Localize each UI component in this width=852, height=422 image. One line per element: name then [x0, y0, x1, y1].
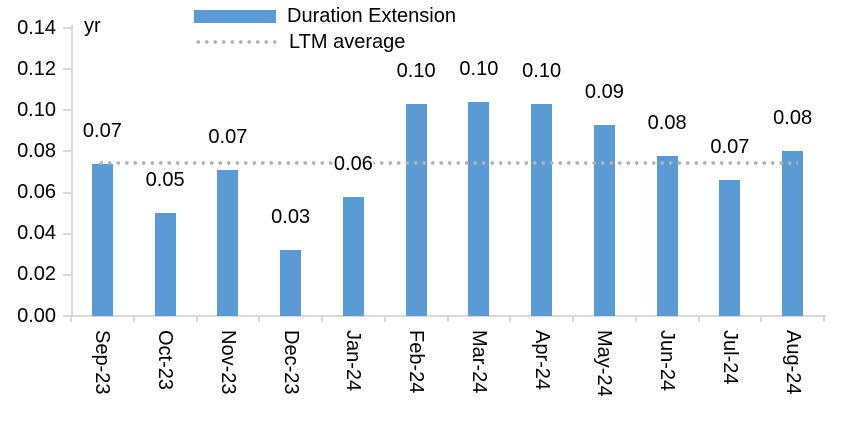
- y-axis-line: [71, 25, 73, 316]
- x-axis-category-label: Jun-24: [656, 330, 679, 392]
- y-axis-tick: [63, 315, 71, 317]
- x-axis-tick: [823, 316, 825, 322]
- y-axis-tick: [63, 191, 71, 194]
- bar-value-label: 0.10: [458, 58, 500, 82]
- bar: [656, 155, 678, 316]
- x-axis-category-label: Nov-23: [216, 330, 239, 395]
- y-axis-tick-label: 0.02: [17, 263, 56, 286]
- bar-value-label: 0.10: [521, 60, 563, 84]
- y-axis-tick: [63, 232, 71, 235]
- y-axis-tick: [63, 273, 71, 276]
- bar: [217, 169, 239, 316]
- legend-label-duration-extension: Duration Extension: [287, 4, 456, 27]
- x-axis-category-label: Jan-24: [342, 330, 365, 392]
- y-axis-unit-label: yr: [84, 15, 101, 37]
- x-axis-tick: [509, 316, 512, 322]
- bar: [154, 213, 176, 316]
- bar: [342, 196, 364, 316]
- y-axis-tick-label: 0.06: [17, 181, 56, 204]
- bar-value-label: 0.08: [646, 111, 688, 135]
- bar-value-label: 0.06: [332, 152, 374, 176]
- bar: [280, 250, 302, 316]
- bar-value-label: 0.10: [395, 60, 437, 84]
- bar: [91, 163, 113, 316]
- bar: [531, 104, 553, 316]
- legend-item-duration-extension: Duration Extension: [194, 3, 456, 29]
- x-axis-category-label: May-24: [593, 330, 616, 397]
- x-axis-tick: [383, 316, 386, 322]
- x-axis-category-label: Apr-24: [530, 330, 553, 391]
- x-axis-tick: [697, 316, 700, 322]
- legend-label-ltm-average: LTM average: [289, 30, 406, 53]
- y-axis-tick-label: 0.10: [17, 98, 56, 121]
- y-axis-tick-label: 0.14: [17, 16, 56, 39]
- y-axis-tick-label: 0.12: [17, 57, 56, 80]
- x-axis-category-label: Feb-24: [405, 330, 428, 394]
- y-axis-tick: [63, 150, 71, 153]
- bar-value-label: 0.05: [144, 169, 186, 193]
- bar: [468, 102, 490, 316]
- x-axis-tick: [70, 316, 72, 322]
- y-axis-tick-label: 0.08: [17, 139, 56, 162]
- ltm-average-line: [97, 160, 798, 165]
- bar-value-label: 0.07: [207, 125, 249, 149]
- x-axis-category-label: Sep-23: [91, 330, 114, 395]
- legend-dotted-line-swatch: [194, 40, 278, 44]
- x-axis-category-label: Oct-23: [154, 330, 177, 391]
- x-axis-line: [63, 315, 826, 317]
- bar: [719, 180, 741, 316]
- x-axis-category-label: Dec-23: [279, 330, 302, 395]
- x-axis-tick: [195, 316, 198, 322]
- y-axis-tick: [63, 109, 71, 112]
- bar-value-label: 0.07: [81, 119, 123, 143]
- x-axis-tick: [321, 316, 323, 322]
- chart-legend: Duration Extension LTM average: [194, 3, 456, 55]
- bar-value-label: 0.08: [772, 107, 814, 131]
- x-axis-category-label: Jul-24: [718, 330, 741, 385]
- x-axis-category-label: Aug-24: [781, 330, 804, 395]
- bar-value-label: 0.03: [270, 206, 312, 230]
- x-axis-category-label: Mar-24: [467, 330, 490, 394]
- x-axis-tick: [634, 316, 637, 322]
- x-axis-tick: [760, 316, 763, 322]
- y-axis-tick-label: 0.00: [17, 304, 56, 327]
- y-axis-tick: [63, 27, 71, 29]
- bar-value-label: 0.07: [709, 136, 751, 160]
- y-axis-tick-label: 0.04: [17, 222, 56, 245]
- x-axis-tick: [132, 316, 135, 322]
- y-axis-tick: [63, 68, 71, 71]
- x-axis-tick: [446, 316, 449, 322]
- legend-bar-swatch: [194, 9, 276, 23]
- bar-value-label: 0.09: [583, 80, 625, 104]
- x-axis-tick: [258, 316, 261, 322]
- x-axis-tick: [572, 316, 574, 322]
- legend-item-ltm-average: LTM average: [194, 29, 456, 55]
- bar: [782, 151, 804, 316]
- bar: [405, 104, 427, 316]
- bar: [593, 124, 615, 316]
